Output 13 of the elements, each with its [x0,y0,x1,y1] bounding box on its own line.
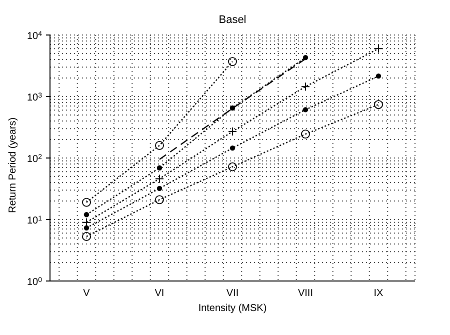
chart-title: Basel [218,14,248,26]
x-tick-label: VIII [298,288,314,300]
x-tick-label: V [83,288,90,300]
y-tick-label: 10$^{3}$ [26,92,42,104]
y-axis-title: Return Period (years) [8,117,19,213]
x-tick-label: IX [374,288,384,300]
x-tick-label: VI [154,288,164,300]
y-tick-label: 10$^{2}$ [26,154,42,165]
y-tick-label: 10$^{4}$ [26,30,42,42]
x-axis-title: Intensity (MSK) [198,303,267,314]
x-tick-label: VII [226,288,239,300]
y-tick-label: 10$^{1}$ [26,215,42,226]
y-tick-label: 10$^{0}$ [26,276,42,288]
